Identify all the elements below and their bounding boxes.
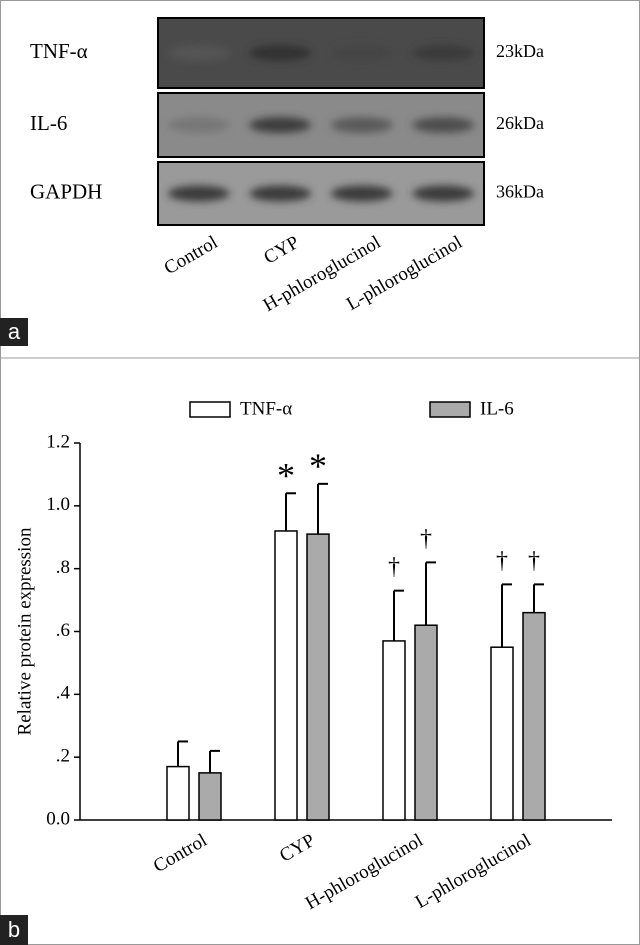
significance-mark: † [496, 548, 508, 574]
legend-label: IL-6 [480, 398, 514, 419]
panel-label: a [8, 319, 21, 344]
blot-size-label: 26kDa [496, 113, 544, 133]
x-tick-label: Control [150, 830, 211, 877]
panel-label-box [0, 915, 28, 945]
blot-row-label: GAPDH [30, 179, 102, 203]
blot-band [412, 45, 475, 61]
blot-band [167, 185, 230, 202]
bar [490, 646, 514, 821]
y-axis-label: Relative protein expression [14, 527, 35, 735]
panel-label-box [0, 318, 28, 346]
x-tick-label: H-phloroglucinol [302, 830, 427, 914]
blot-band [412, 185, 475, 202]
blot-band [249, 185, 312, 202]
legend-swatch [189, 401, 231, 418]
x-tick-label: L-phloroglucinol [412, 830, 535, 913]
y-tick-label: .4 [56, 683, 71, 704]
bar [414, 624, 438, 821]
significance-mark: * [309, 446, 327, 486]
blot-band [412, 117, 475, 133]
y-tick-label: .8 [56, 557, 70, 578]
bar [382, 640, 406, 821]
y-tick-label: 0.0 [46, 808, 70, 829]
significance-mark: † [528, 548, 540, 574]
bar [198, 772, 222, 821]
blot-size-label: 23kDa [496, 41, 544, 61]
lane-label: Control [161, 232, 222, 279]
blot-band [249, 45, 312, 61]
bar [306, 533, 330, 821]
legend-label: TNF-α [240, 398, 292, 419]
bar [166, 765, 190, 821]
blot-band [167, 45, 230, 61]
blot-band [330, 117, 393, 133]
significance-mark: † [388, 554, 400, 580]
y-tick-label: 1.2 [46, 431, 70, 452]
bar [522, 611, 546, 821]
legend-swatch [429, 401, 471, 418]
y-tick-label: 1.0 [46, 494, 70, 515]
blot-band [330, 45, 393, 61]
blot-band [167, 117, 230, 133]
y-tick-label: .2 [56, 746, 70, 767]
bar [274, 530, 298, 821]
lane-label: CYP [260, 232, 303, 269]
blot-row-label: IL-6 [30, 111, 67, 135]
significance-mark: † [420, 526, 432, 552]
blot-size-label: 36kDa [496, 182, 544, 202]
blot-row-label: TNF-α [30, 39, 88, 63]
blot-band [249, 117, 312, 133]
y-tick-label: .6 [56, 620, 70, 641]
significance-mark: * [277, 456, 295, 496]
panel-label: b [8, 917, 20, 942]
x-tick-label: CYP [276, 830, 319, 867]
blot-band [330, 185, 393, 202]
